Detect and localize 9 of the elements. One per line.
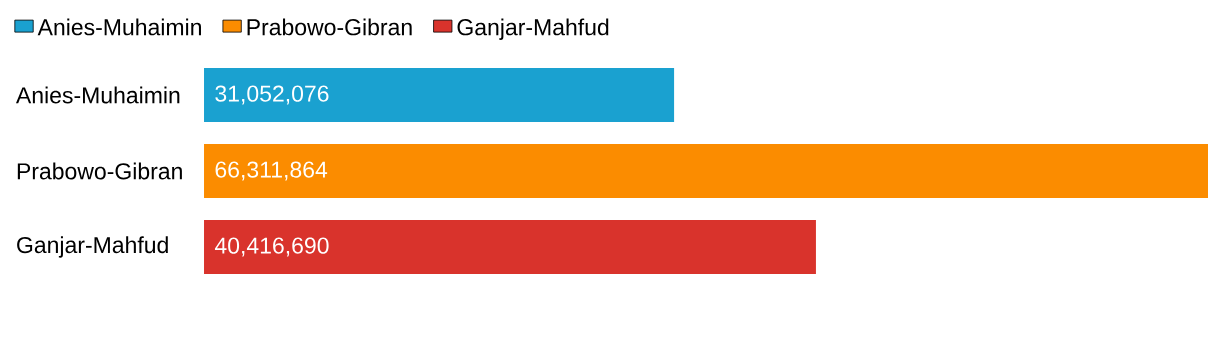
y-tick-label: Ganjar-Mahfud: [17, 236, 168, 258]
data-label: 40,416,690: [214, 237, 329, 257]
y-tick-label: Prabowo-Gibran: [17, 162, 182, 180]
legend-label: Ganjar-Mahfud: [457, 18, 609, 40]
y-tick-label: Anies-Muhaimin: [15, 86, 180, 104]
data-label: 31,052,076: [215, 85, 329, 105]
legend-label: Prabowo-Gibran: [247, 18, 412, 36]
data-label: 66,311,864: [215, 161, 328, 181]
legend-label: Anies-Muhaimin: [37, 18, 201, 36]
